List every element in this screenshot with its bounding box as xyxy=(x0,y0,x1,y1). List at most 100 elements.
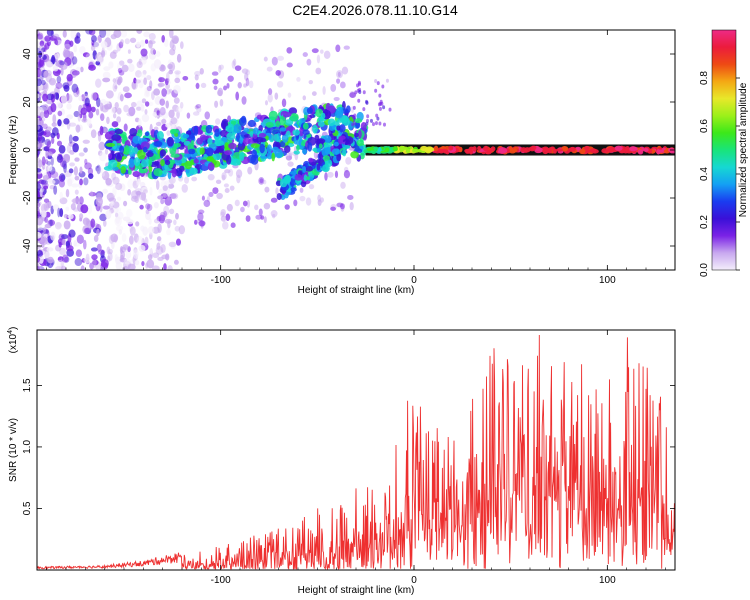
noise-blob xyxy=(115,225,124,232)
noise-blob xyxy=(37,78,42,87)
signal-blob xyxy=(205,147,214,157)
noise-blob xyxy=(134,188,143,196)
branch-blob xyxy=(276,192,282,201)
streak-blob xyxy=(365,121,369,126)
noise-blob xyxy=(120,30,128,38)
noise-blob xyxy=(77,112,81,122)
signal-blob xyxy=(225,155,232,165)
carrier-blob xyxy=(658,149,665,153)
noise-blob xyxy=(102,71,111,79)
noise-blob xyxy=(133,233,139,243)
noise-blob xyxy=(135,70,142,78)
noise-blob xyxy=(102,219,107,227)
haze-blob xyxy=(182,75,189,81)
noise-blob xyxy=(60,174,66,181)
noise-blob xyxy=(129,37,137,43)
signal-blob xyxy=(190,167,198,175)
noise-blob xyxy=(37,227,45,233)
signal-blob xyxy=(278,116,286,126)
noise-blob xyxy=(56,222,62,228)
noise-blob xyxy=(37,140,40,150)
signal-blob xyxy=(258,125,263,132)
snr-multiplier-base: (x10 xyxy=(8,333,19,353)
carrier-blob xyxy=(405,148,411,154)
noise-blob xyxy=(39,58,45,67)
haze-blob xyxy=(270,197,278,203)
noise-blob xyxy=(43,44,47,53)
noise-blob xyxy=(147,226,155,235)
haze-blob xyxy=(299,187,304,193)
noise-blob xyxy=(44,216,48,223)
noise-blob xyxy=(68,134,73,144)
noise-blob xyxy=(63,43,71,50)
noise-blob xyxy=(127,179,135,189)
carrier-blob xyxy=(556,148,564,152)
signal-blob xyxy=(214,139,222,147)
haze-blob xyxy=(306,58,312,66)
signal-blob xyxy=(226,132,236,141)
noise-blob xyxy=(79,46,86,55)
noise-blob xyxy=(66,93,73,104)
noise-blob xyxy=(66,114,74,120)
noise-blob xyxy=(110,106,116,114)
noise-blob xyxy=(147,101,154,107)
haze-blob xyxy=(221,174,226,181)
noise-blob xyxy=(37,207,40,217)
haze-blob xyxy=(144,101,150,107)
noise-blob xyxy=(92,257,97,268)
haze-blob xyxy=(323,50,331,59)
noise-blob xyxy=(121,233,127,243)
haze-blob xyxy=(219,64,224,70)
haze-blob xyxy=(324,172,328,181)
noise-blob xyxy=(96,167,103,174)
noise-blob xyxy=(43,146,50,152)
haze-blob xyxy=(255,214,263,220)
noise-blob xyxy=(95,108,100,116)
noise-blob xyxy=(80,204,89,214)
noise-blob xyxy=(148,217,152,225)
noise-blob xyxy=(163,38,169,48)
noise-blob xyxy=(90,106,96,113)
noise-blob xyxy=(138,78,144,89)
streak-blob xyxy=(374,88,378,93)
noise-blob xyxy=(93,234,99,242)
noise-blob xyxy=(52,204,60,211)
haze-blob xyxy=(327,171,334,178)
signal-blob xyxy=(137,129,143,138)
haze-blob xyxy=(340,181,346,189)
noise-blob xyxy=(59,247,67,256)
haze-blob xyxy=(197,212,204,222)
noise-blob xyxy=(171,192,179,200)
noise-blob xyxy=(114,212,119,218)
haze-blob xyxy=(333,96,340,102)
noise-blob xyxy=(175,212,179,220)
carrier-blob xyxy=(629,146,637,152)
noise-blob xyxy=(127,188,132,196)
noise-blob xyxy=(112,78,117,83)
haze-blob xyxy=(285,152,293,161)
haze-blob xyxy=(267,88,273,96)
branch-blob xyxy=(333,141,339,147)
noise-blob xyxy=(74,175,80,181)
haze-blob xyxy=(222,221,229,230)
signal-blob xyxy=(279,141,286,148)
noise-blob xyxy=(76,234,84,245)
spectrogram-ytick-label: 40 xyxy=(22,48,33,60)
noise-blob xyxy=(92,259,99,266)
noise-blob xyxy=(41,104,49,111)
haze-blob xyxy=(224,188,230,193)
noise-blob xyxy=(45,126,52,132)
noise-blob xyxy=(74,157,80,162)
carrier-blob xyxy=(511,148,518,153)
haze-blob xyxy=(263,179,267,185)
haze-blob xyxy=(184,176,190,184)
haze-blob xyxy=(143,198,148,203)
signal-blob xyxy=(230,120,237,125)
haze-blob xyxy=(240,206,245,213)
haze-blob xyxy=(335,44,341,53)
noise-blob xyxy=(38,44,46,52)
signal-blob xyxy=(114,128,124,135)
noise-blob xyxy=(149,248,153,254)
haze-blob xyxy=(174,77,181,84)
signal-blob xyxy=(127,168,132,175)
